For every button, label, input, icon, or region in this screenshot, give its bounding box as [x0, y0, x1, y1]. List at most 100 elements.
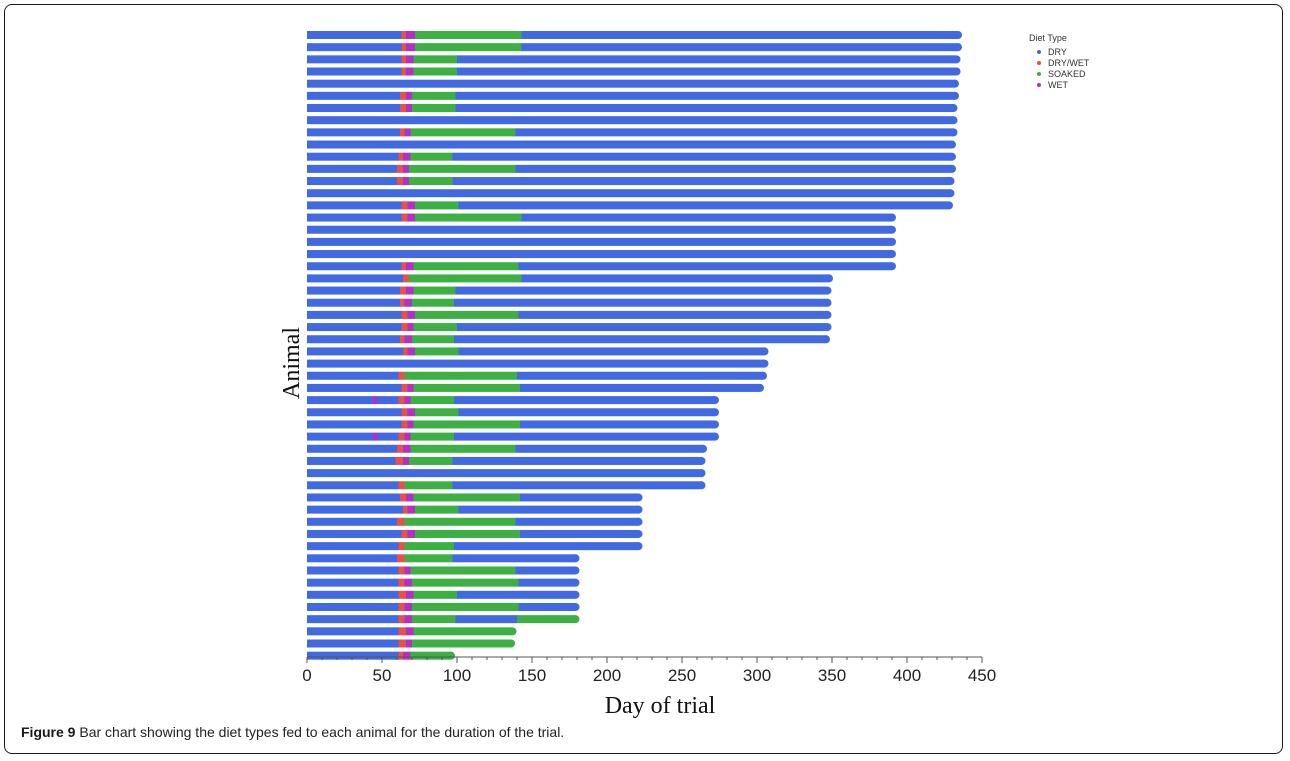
bar-end-cap: [634, 542, 643, 551]
bar-end-cap: [952, 55, 961, 64]
bar-segment-wet: [404, 128, 412, 137]
legend-title: Diet Type: [1029, 33, 1067, 43]
animal-bar-12: [307, 164, 956, 173]
bar-segment-soaked: [412, 91, 457, 100]
bar-end-cap: [760, 347, 769, 356]
bar-end-cap: [945, 201, 953, 210]
bar-segment-wet: [406, 91, 413, 100]
bar-segment-wet: [403, 177, 410, 186]
bar-segment-soaked: [409, 456, 454, 465]
x-tick-label: 150: [518, 666, 546, 685]
bar-segment-dry: [307, 67, 403, 76]
bar-segment-soaked: [409, 274, 523, 283]
bar-segment-soaked: [415, 529, 521, 538]
bar-segment-soaked: [415, 43, 523, 52]
bar-end-cap: [823, 286, 832, 295]
animal-bar-41: [307, 517, 643, 526]
bar-segment-soaked: [413, 590, 458, 599]
bar-segment-dry: [458, 201, 949, 210]
bar-segment-dry-wet: [397, 177, 404, 186]
bar-end-cap: [571, 578, 580, 587]
bar-segment-dry: [307, 140, 952, 149]
bar-segment-soaked: [410, 152, 454, 161]
animal-bar-34: [307, 432, 719, 441]
bar-segment-wet: [406, 31, 416, 39]
bar-segment-dry: [307, 237, 892, 246]
x-tick-label: 50: [373, 666, 392, 685]
bar-segment-soaked: [415, 505, 460, 514]
bar-segment-dry: [307, 189, 951, 198]
bar-segment-dry: [307, 250, 892, 259]
bar-segment-wet: [406, 55, 415, 64]
bar-segment-soaked: [410, 432, 455, 441]
bar-segment-dry-wet: [401, 67, 407, 76]
bar-end-cap: [571, 554, 580, 563]
bar-segment-dry: [307, 383, 403, 392]
bar-segment-dry-wet: [403, 347, 409, 356]
bar-segment-soaked: [413, 286, 457, 295]
bar-segment-dry: [307, 602, 400, 611]
bar-end-cap: [825, 274, 833, 283]
bar-segment-wet: [407, 347, 416, 356]
x-tick-label: 100: [443, 666, 471, 685]
bar-segment-soaked: [413, 383, 521, 392]
bar-segment-dry: [521, 213, 892, 222]
bar-segment-soaked: [409, 177, 454, 186]
animal-bar-17: [307, 225, 896, 234]
bar-segment-wet: [403, 164, 410, 173]
bar-segment-dry: [307, 347, 404, 356]
bar-segment-dry: [307, 651, 400, 660]
bar-segment-soaked: [413, 67, 458, 76]
bar-segment-soaked: [404, 517, 517, 526]
bar-segment-dry-wet: [401, 383, 409, 392]
bar-end-cap: [888, 213, 896, 222]
legend: Diet Type DRY DRY/WET SOAKED WET: [1029, 33, 1089, 90]
bar-segment-dry-wet: [395, 456, 404, 465]
animal-bar-42: [307, 529, 643, 538]
bar-segment-wet: [406, 627, 415, 636]
bar-segment-soaked: [517, 615, 576, 624]
bar-segment-dry: [307, 128, 401, 137]
animal-bar-23: [307, 298, 832, 307]
y-axis-label-wrap: Animal: [267, 327, 319, 399]
bar-segment-dry: [307, 615, 400, 624]
animal-bar-24: [307, 310, 832, 319]
bar-segment-dry-wet: [397, 164, 404, 173]
bar-segment-dry-wet: [398, 396, 406, 405]
animal-bar-40: [307, 505, 643, 514]
animal-bar-45: [307, 566, 580, 575]
bar-segment-dry: [517, 371, 763, 380]
bar-segment-dry: [307, 177, 398, 186]
bar-segment-soaked: [412, 602, 520, 611]
bar-end-cap: [951, 91, 959, 100]
animal-bar-15: [307, 201, 953, 210]
animal-bar-28: [307, 359, 769, 368]
x-tick-label: 300: [743, 666, 771, 685]
bar-segment-dry: [457, 55, 957, 64]
bar-end-cap: [571, 566, 580, 575]
bar-segment-dry-wet: [398, 578, 406, 587]
bar-segment-wet: [403, 651, 412, 660]
caption-text: Bar chart showing the diet types fed to …: [75, 724, 565, 740]
bar-segment-dry: [454, 542, 639, 551]
animal-bar-16: [307, 213, 896, 222]
bar-segment-wet: [404, 298, 413, 307]
bar-segment-dry: [307, 43, 403, 52]
bar-segment-wet: [373, 396, 379, 405]
bar-segment-dry-wet: [398, 639, 407, 648]
animal-bar-49: [307, 615, 580, 624]
bar-segment-dry: [307, 432, 374, 441]
bar-segment-dry: [307, 420, 403, 429]
bar-segment-dry-wet: [400, 128, 406, 137]
legend-label-wet: WET: [1048, 79, 1068, 90]
bar-end-cap: [634, 505, 643, 514]
bar-segment-dry: [521, 31, 958, 39]
bar-segment-soaked: [404, 554, 454, 563]
bar-segment-dry: [520, 383, 760, 392]
bar-segment-dry-wet: [398, 371, 406, 380]
bar-segment-dry: [518, 262, 892, 271]
bar-end-cap: [951, 79, 959, 88]
bar-segment-dry: [452, 177, 951, 186]
bar-segment-wet: [407, 201, 416, 210]
bar-segment-dry: [307, 590, 400, 599]
